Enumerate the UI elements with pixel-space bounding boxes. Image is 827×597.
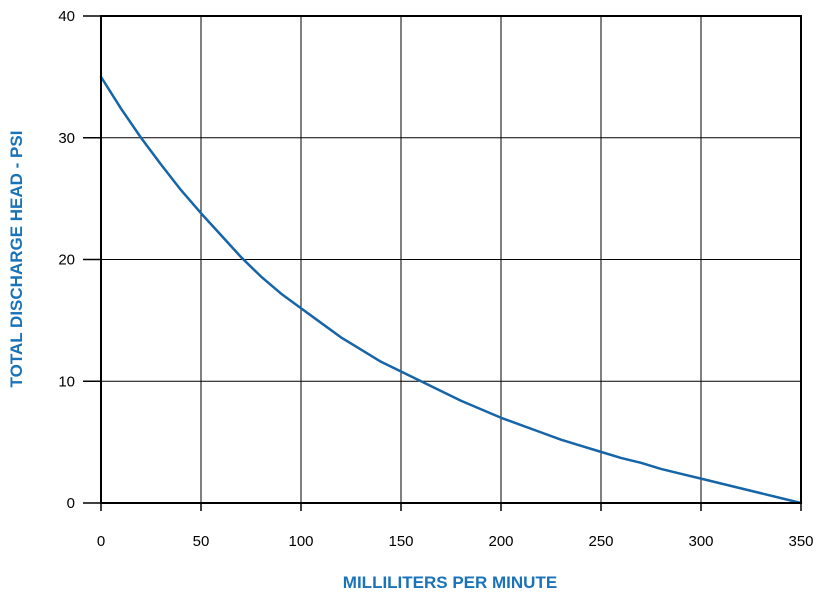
x-tick-label: 250 — [588, 533, 613, 550]
y-tick-label: 30 — [58, 130, 75, 147]
grid — [101, 16, 801, 503]
x-tick-label: 350 — [788, 533, 813, 550]
plot-area — [99, 75, 803, 505]
x-tick-label: 50 — [193, 533, 210, 550]
y-axis-label: TOTAL DISCHARGE HEAD - PSI — [7, 131, 26, 388]
x-tick-label: 0 — [97, 533, 105, 550]
y-tick-label: 40 — [58, 8, 75, 25]
y-tick-label: 10 — [58, 373, 75, 390]
x-tick-label: 300 — [688, 533, 713, 550]
y-axis: 0 10 20 30 40 — [58, 8, 101, 512]
series-line — [99, 75, 803, 505]
y-tick-label: 20 — [58, 252, 75, 269]
x-tick-label: 200 — [488, 533, 513, 550]
x-tick-label: 100 — [288, 533, 313, 550]
y-tick-label: 0 — [67, 495, 75, 512]
x-tick-label: 150 — [388, 533, 413, 550]
x-axis: 0 50 100 150 200 250 300 350 — [97, 503, 814, 550]
x-axis-label: MILLILITERS PER MINUTE — [343, 573, 557, 592]
